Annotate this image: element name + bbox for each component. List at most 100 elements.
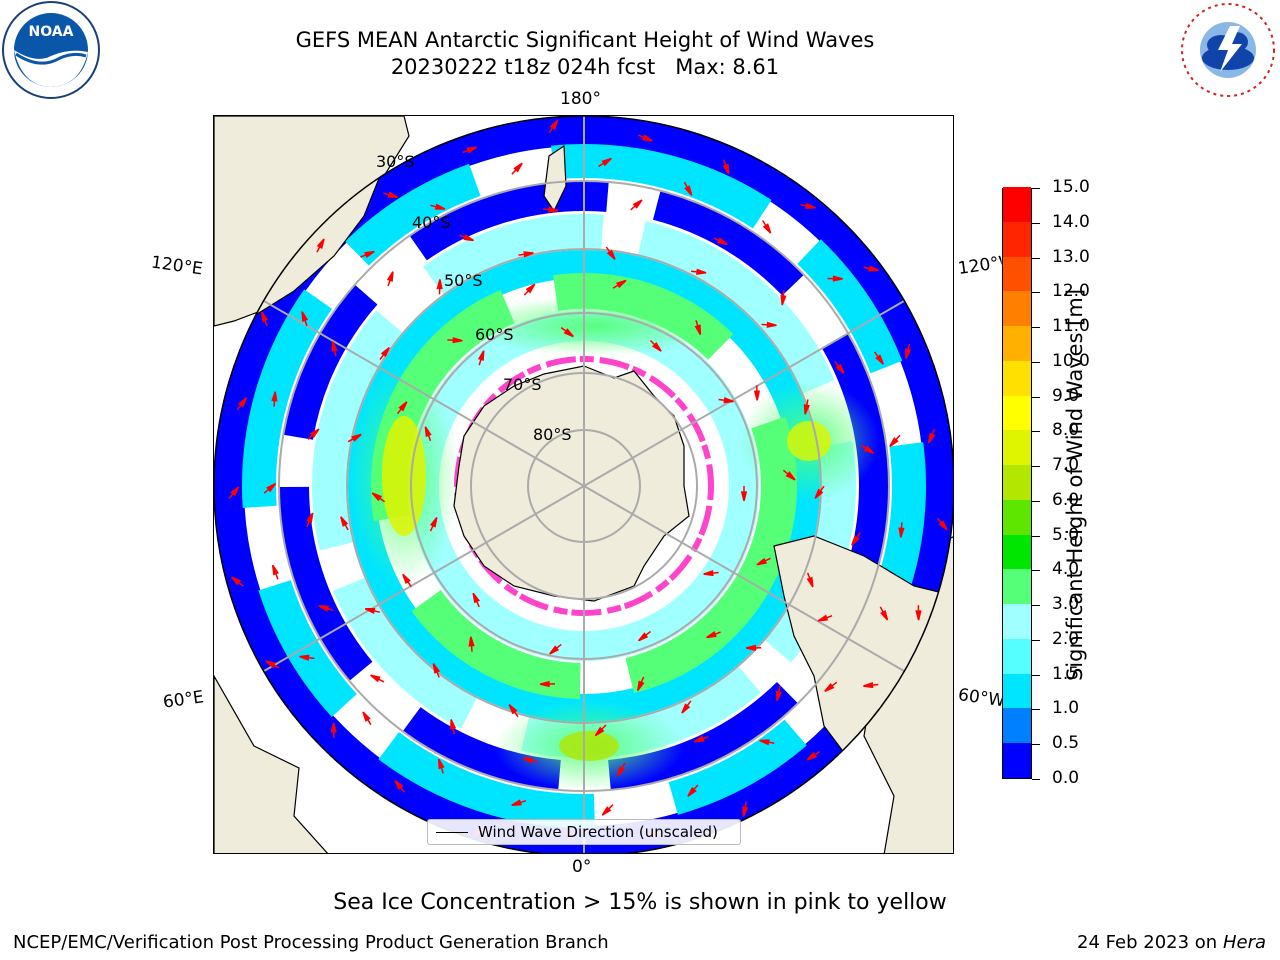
wind-arrow-head <box>508 704 518 715</box>
wind-arrow-head <box>703 569 714 577</box>
colorbar-tick-label: 1.0 <box>1052 698 1080 719</box>
wind-arrow-head <box>539 680 550 688</box>
credit-text: NCEP/EMC/Verification Post Processing Pr… <box>13 932 609 953</box>
wind-arrow-head <box>525 283 536 294</box>
wind-arrow-head <box>436 279 443 290</box>
wind-arrow-head <box>330 722 337 733</box>
wind-arrow-head <box>265 660 276 669</box>
noaa-logo: NOAA <box>2 1 100 99</box>
wind-arrow-head <box>814 488 824 499</box>
host-name: Hera <box>1222 932 1266 953</box>
map-panel <box>213 115 954 854</box>
colorbar-tick-mark <box>1032 674 1040 676</box>
wind-arrow-head <box>472 592 480 604</box>
colorbar-segment <box>1003 395 1031 431</box>
wind-arrow-head <box>450 719 457 730</box>
wind-arrow-head <box>370 674 381 683</box>
colorbar <box>1002 186 1032 779</box>
wind-arrow-head <box>696 268 707 275</box>
wind-arrow-head <box>756 557 767 566</box>
wind-arrow-head <box>371 492 383 502</box>
colorbar-tick-mark <box>1032 639 1040 641</box>
wind-arrow-head <box>316 238 325 250</box>
colorbar-tick-label: 7.0 <box>1052 455 1080 476</box>
wind-arrow-head <box>601 157 612 167</box>
colorbar-segment <box>1003 742 1031 778</box>
wind-arrow-head <box>742 806 749 817</box>
wind-arrow-head <box>386 271 394 282</box>
wind-arrow-head <box>832 275 843 282</box>
wind-arrow-head <box>681 703 691 714</box>
wind-arrow-head <box>759 739 770 746</box>
chart-title: GEFS MEAN Antarctic Significant Height o… <box>295 28 875 52</box>
wind-arrow-head <box>805 202 816 209</box>
wind-arrow-head <box>927 432 936 444</box>
wind-arrow-head <box>429 517 438 528</box>
wind-arrow-head <box>301 311 309 322</box>
map-legend: Wind Wave Direction (unscaled) <box>427 819 741 845</box>
colorbar-segment <box>1003 256 1031 292</box>
wind-direction-arrows <box>228 119 948 842</box>
wind-arrow-head <box>260 311 269 323</box>
date-stamp: 24 Feb 2023 on Hera <box>1077 932 1266 953</box>
wind-arrow-head <box>452 337 463 344</box>
colorbar-tick-mark <box>1032 292 1040 294</box>
wind-arrow-head <box>237 397 248 408</box>
colorbar-tick-label: 15.0 <box>1052 177 1090 197</box>
wind-arrow-head <box>351 433 362 442</box>
lat-label-30s: 30°S <box>376 152 415 171</box>
wind-arrow-head <box>651 341 662 352</box>
lat-label-70s: 70°S <box>503 375 542 394</box>
wind-arrow-head <box>340 516 349 527</box>
wind-arrow-head <box>687 786 697 797</box>
wind-arrow-head <box>306 512 314 524</box>
colorbar-tick-label: 1.5 <box>1052 663 1080 684</box>
wind-arrow-head <box>875 354 884 365</box>
colorbar-tick-mark <box>1032 500 1040 502</box>
wind-arrow-head <box>684 185 693 196</box>
colorbar-tick-label: 0.5 <box>1052 733 1080 754</box>
wind-arrow-head <box>723 397 734 404</box>
wind-arrow-head <box>331 341 338 352</box>
wind-arrow-head <box>722 163 730 175</box>
noaa-logo-text: NOAA <box>29 24 74 40</box>
wind-arrow-head <box>746 644 756 652</box>
nws-logo <box>1181 3 1275 97</box>
colorbar-segment <box>1003 221 1031 257</box>
lon-label-120w: 120°W <box>956 253 1004 279</box>
wind-arrow-head <box>549 645 560 655</box>
colorbar-segment <box>1003 708 1031 744</box>
wind-arrow-head <box>824 682 835 692</box>
wind-arrow-head <box>694 324 702 335</box>
wind-arrow-head <box>636 680 645 692</box>
colorbar-tick-label: 8.0 <box>1052 420 1080 441</box>
wind-arrow-head <box>938 520 948 531</box>
wind-arrow-head <box>402 573 411 585</box>
colorbar-tick-mark <box>1032 709 1040 711</box>
colorbar-segment <box>1003 534 1031 570</box>
wind-arrow-head <box>380 347 390 358</box>
wind-arrow-head <box>468 636 475 647</box>
colorbar-segment <box>1003 673 1031 709</box>
sea-ice-note: Sea Ice Concentration > 15% is shown in … <box>333 890 947 915</box>
wind-arrow-head <box>434 203 446 210</box>
colorbar-tick-mark <box>1032 570 1040 572</box>
colorbar-tick-mark <box>1032 431 1040 433</box>
wind-arrow-head <box>642 134 653 142</box>
legend-line-swatch <box>436 832 468 833</box>
wind-arrow-head <box>318 605 330 612</box>
wind-arrow-head <box>523 251 534 258</box>
wind-arrow-head <box>548 206 559 213</box>
date-text: 24 Feb 2023 on <box>1077 932 1218 953</box>
colorbar-tick-label: 14.0 <box>1052 211 1090 232</box>
wind-arrow-head <box>364 607 376 614</box>
colorbar-tick-mark <box>1032 744 1040 746</box>
wind-arrow-head <box>806 751 818 761</box>
colorbar-segment <box>1003 325 1031 361</box>
colorbar-tick-label: 3.0 <box>1052 594 1080 615</box>
wind-arrow-head <box>266 482 277 493</box>
colorbar-tick-mark <box>1032 327 1040 329</box>
wind-arrow-head <box>424 426 432 438</box>
colorbar-tick-label: 5.0 <box>1052 524 1080 545</box>
wind-arrow-head <box>522 757 534 764</box>
